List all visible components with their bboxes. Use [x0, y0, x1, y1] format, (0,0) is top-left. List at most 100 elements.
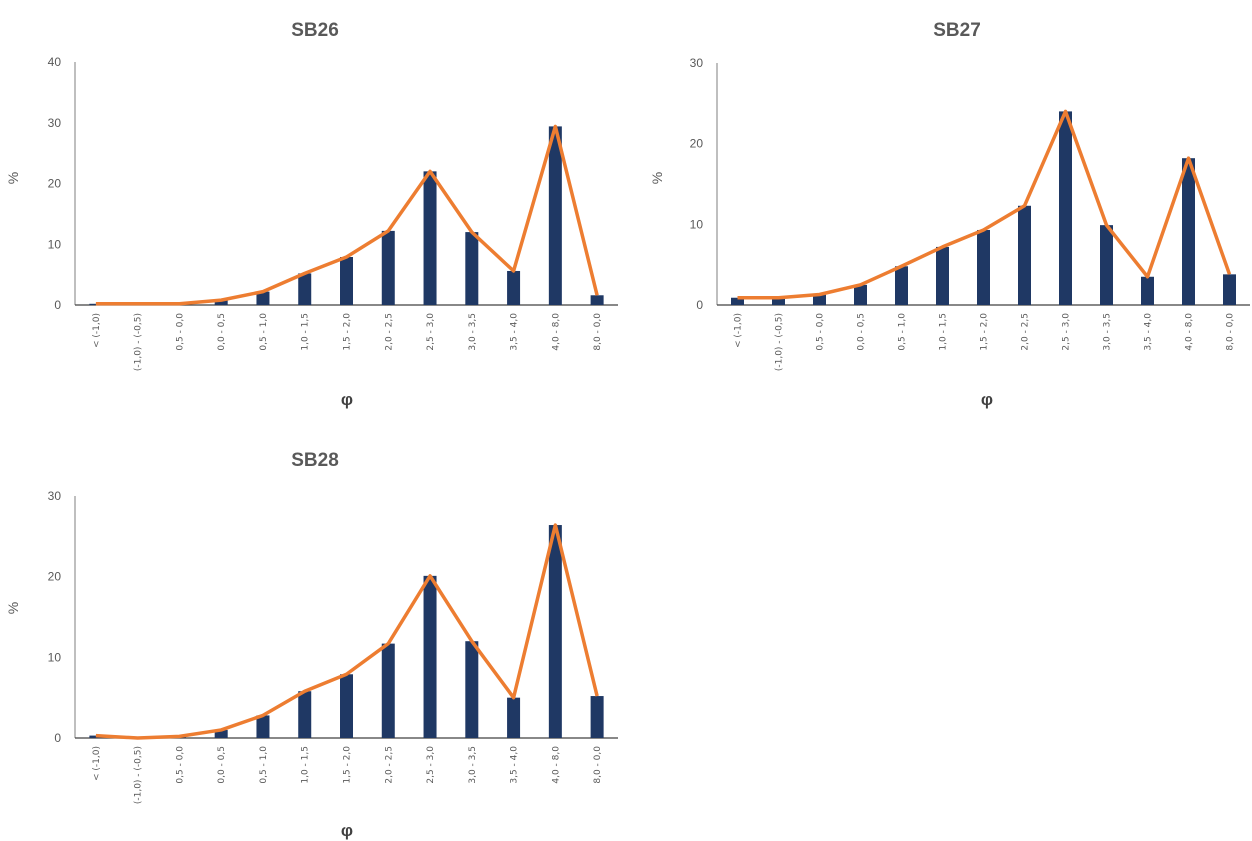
y-axis-label: % — [649, 172, 665, 184]
y-tick-label: 30 — [48, 489, 62, 503]
x-tick-label: 3,0 - 3,5 — [1103, 313, 1113, 351]
bar — [1141, 276, 1154, 305]
y-tick-label: 20 — [48, 177, 62, 191]
x-tick-label: 2,0 - 2,5 — [1021, 313, 1031, 351]
chart-sb28: SB28% φ 0 10 20 30 < (-1,0) (-1,0) - (-0,5) 0,5 … — [0, 430, 640, 841]
y-tick-label: 20 — [690, 137, 704, 151]
bar — [214, 300, 228, 305]
bar — [256, 291, 270, 305]
x-tick-label: 3,0 - 3,5 — [468, 746, 478, 784]
x-tick-label: 0,5 - 1,0 — [898, 313, 908, 351]
x-tick-label: (-1,0) - (-0,5) — [134, 746, 144, 804]
bar — [936, 246, 949, 305]
x-tick-label: < (-1,0) — [734, 313, 744, 348]
x-tick-label: 0,5 - 1,0 — [259, 313, 269, 351]
bar — [423, 575, 437, 738]
y-tick-label: 10 — [690, 217, 704, 231]
x-tick-label: 0,5 - 1,0 — [259, 746, 269, 784]
bar — [465, 641, 479, 738]
bar — [340, 257, 353, 305]
y-axis-label: % — [5, 172, 21, 184]
x-tick-label: 0,5 - 0,0 — [816, 313, 826, 351]
bar — [381, 230, 395, 305]
x-tick-label: 2,0 - 2,5 — [384, 313, 394, 351]
bar — [854, 284, 867, 305]
bar — [590, 295, 604, 305]
bar — [1100, 225, 1113, 305]
x-tick-label: 4,0 - 8,0 — [551, 313, 561, 351]
x-tick-label: 3,5 - 4,0 — [1144, 313, 1154, 351]
y-tick-label: 0 — [54, 298, 61, 312]
x-tick-label: (-1,0) - (-0,5) — [134, 313, 144, 371]
x-tick-label: 2,5 - 3,0 — [1062, 313, 1072, 351]
x-tick-label: 0,0 - 0,5 — [217, 746, 227, 784]
chart-sb27-svg: SB27% φ 0 10 20 30 < (-1,0) (-1,0) - (-0,5) 0,5 … — [649, 20, 1250, 409]
bar — [1182, 158, 1195, 305]
x-tick-label: 2,5 - 3,0 — [426, 313, 436, 351]
bar — [813, 294, 826, 305]
x-tick-label: < (-1,0) — [92, 746, 102, 781]
bar — [731, 297, 744, 305]
chart-title: SB28 — [291, 450, 339, 471]
bar — [381, 643, 395, 738]
bar — [1059, 111, 1072, 306]
x-tick-label: 3,5 - 4,0 — [510, 746, 520, 784]
y-tick-label: 0 — [54, 731, 61, 745]
x-tick-label: 1,5 - 2,0 — [980, 313, 990, 351]
bar — [1018, 205, 1031, 305]
chart-sb26-svg: SB26% φ 0 10 20 30 40 < (-1,0) (-1,0) - (-0,5) 0,… — [5, 20, 618, 409]
bar — [772, 297, 785, 305]
x-tick-label: 2,5 - 3,0 — [426, 746, 436, 784]
bar — [590, 696, 604, 738]
y-tick-label: 10 — [48, 237, 62, 251]
y-tick-label: 30 — [690, 56, 704, 70]
x-tick-label: 4,0 - 8,0 — [551, 746, 561, 784]
x-tick-label: 0,0 - 0,5 — [857, 313, 867, 351]
chart-sb27: SB27% φ 0 10 20 30 < (-1,0) (-1,0) - (-0,5) 0,5 … — [640, 0, 1252, 420]
x-tick-label: 0,5 - 0,0 — [175, 313, 185, 351]
x-tick-label: 1,0 - 1,5 — [301, 746, 311, 784]
chart-sb26: SB26% φ 0 10 20 30 40 < (-1,0) (-1,0) - (-0,5) 0,… — [0, 0, 640, 420]
x-axis-label: φ — [981, 390, 993, 409]
x-tick-label: 1,0 - 1,5 — [939, 313, 949, 351]
bar — [1223, 274, 1236, 305]
y-tick-label: 10 — [48, 650, 62, 664]
x-tick-label: 3,5 - 4,0 — [510, 313, 520, 351]
chart-title: SB26 — [291, 20, 339, 41]
bar — [340, 674, 353, 738]
x-tick-label: 0,0 - 0,5 — [217, 313, 227, 351]
series-line — [737, 109, 1232, 300]
x-tick-label: 0,5 - 0,0 — [175, 746, 185, 784]
x-tick-label: 1,5 - 2,0 — [343, 746, 353, 784]
bar — [548, 126, 562, 306]
x-axis-label: φ — [341, 821, 353, 840]
x-tick-label: 8,0 - 0,0 — [1226, 313, 1236, 351]
x-tick-label: (-1,0) - (-0,5) — [775, 313, 785, 371]
x-tick-label: < (-1,0) — [92, 313, 102, 348]
bar — [298, 691, 312, 738]
y-tick-label: 40 — [48, 55, 62, 69]
bar — [256, 715, 270, 738]
bar — [465, 232, 479, 305]
bar — [214, 729, 228, 738]
x-tick-label: 1,5 - 2,0 — [343, 313, 353, 351]
chart-sb28-svg: SB28% φ 0 10 20 30 < (-1,0) (-1,0) - (-0,5) 0,5 … — [5, 450, 618, 840]
series-line — [95, 523, 599, 740]
x-tick-label: 8,0 - 0,0 — [593, 313, 603, 351]
series-line — [95, 124, 599, 306]
chart-title: SB27 — [933, 20, 981, 41]
bar — [507, 697, 521, 738]
y-tick-label: 30 — [48, 116, 62, 130]
x-axis-label: φ — [341, 390, 353, 409]
y-axis-label: % — [5, 602, 21, 614]
x-tick-label: 8,0 - 0,0 — [593, 746, 603, 784]
bar — [507, 270, 521, 305]
bar — [977, 229, 990, 305]
bar — [298, 273, 312, 305]
y-tick-label: 20 — [48, 570, 62, 584]
y-tick-label: 0 — [696, 298, 703, 312]
x-tick-label: 4,0 - 8,0 — [1185, 313, 1195, 351]
bar — [548, 525, 562, 738]
x-tick-label: 2,0 - 2,5 — [384, 746, 394, 784]
x-tick-label: 1,0 - 1,5 — [301, 313, 311, 351]
